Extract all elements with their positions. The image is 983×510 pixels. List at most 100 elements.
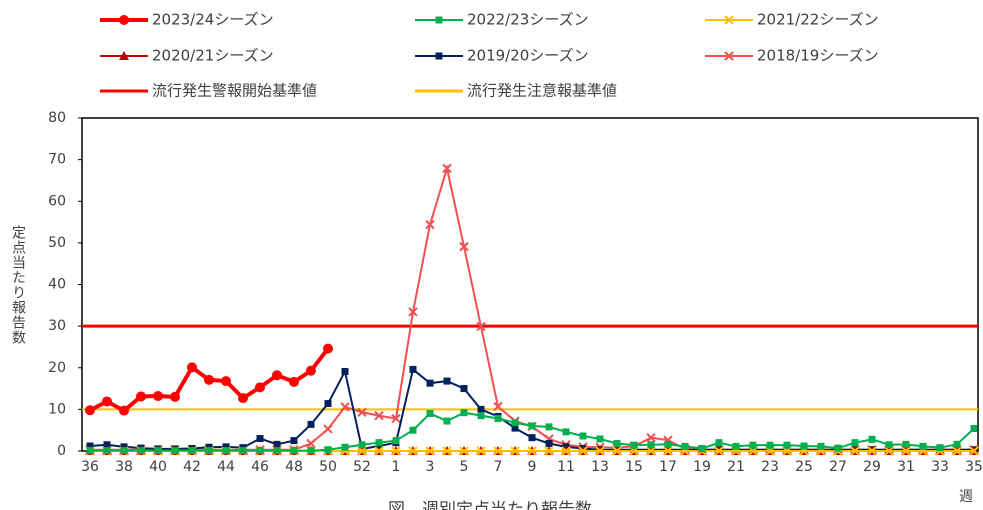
series-line <box>90 164 974 451</box>
x-tick-label: 5 <box>460 459 469 475</box>
x-tick-label: 48 <box>285 459 303 475</box>
legend-label: 2020/21シーズン <box>152 47 274 65</box>
data-point <box>256 447 264 455</box>
data-point <box>341 367 349 375</box>
data-point <box>408 446 418 456</box>
data-point <box>357 407 367 417</box>
data-point <box>204 374 214 385</box>
data-point <box>596 435 604 443</box>
data-point <box>103 447 111 455</box>
data-point <box>409 365 417 373</box>
data-point <box>527 446 537 456</box>
legend-item: 流行発生注意報基準値 <box>415 82 617 100</box>
data-point <box>425 446 435 456</box>
legend-label: 2023/24シーズン <box>152 11 274 29</box>
data-point <box>561 446 571 456</box>
y-tick-label: 80 <box>48 110 66 126</box>
data-point <box>187 362 197 373</box>
data-point <box>136 391 146 402</box>
data-point <box>850 446 860 456</box>
data-point <box>510 446 520 456</box>
data-point <box>528 422 536 430</box>
data-point <box>834 444 842 452</box>
x-tick-label: 52 <box>353 459 371 475</box>
legend-item: 2018/19シーズン <box>705 47 879 65</box>
data-point <box>766 441 774 449</box>
data-point <box>290 437 298 445</box>
data-point <box>919 442 927 450</box>
data-point <box>884 446 894 456</box>
legend-label: 流行発生注意報基準値 <box>467 82 617 100</box>
plot-area <box>81 117 979 452</box>
data-point <box>783 441 791 449</box>
x-tick-label: 29 <box>863 459 881 475</box>
x-tick-label: 19 <box>693 459 711 475</box>
data-point <box>477 412 485 420</box>
x-tick-label: 46 <box>251 459 269 475</box>
data-point <box>800 442 808 450</box>
data-point <box>511 419 519 427</box>
data-point <box>646 446 656 456</box>
data-point <box>153 391 163 402</box>
data-point <box>646 432 656 443</box>
data-point <box>289 376 299 387</box>
legend-label: 流行発生警報開始基準値 <box>152 82 317 100</box>
y-tick-label: 20 <box>48 360 66 376</box>
data-point <box>374 446 384 456</box>
data-point <box>936 444 944 452</box>
data-point <box>867 446 877 456</box>
data-point <box>443 417 451 425</box>
data-point <box>868 435 876 443</box>
data-point <box>494 415 502 423</box>
data-point <box>273 440 281 448</box>
data-point <box>612 446 622 456</box>
legend-label: 2021/22シーズン <box>757 11 879 29</box>
x-tick-label: 25 <box>795 459 813 475</box>
data-point <box>544 446 554 456</box>
data-point <box>205 447 213 455</box>
data-point <box>476 321 486 332</box>
data-point <box>493 446 503 456</box>
data-point <box>272 370 282 381</box>
data-point <box>545 423 553 431</box>
x-tick-label: 7 <box>494 459 503 475</box>
legend-marker <box>119 15 129 25</box>
data-point <box>290 447 298 455</box>
data-point <box>885 441 893 449</box>
legend-marker <box>435 52 443 60</box>
data-point <box>579 432 587 440</box>
data-point <box>969 446 979 456</box>
data-point <box>630 441 638 449</box>
data-point <box>442 163 452 174</box>
data-point <box>273 447 281 455</box>
data-point <box>255 382 265 393</box>
data-point <box>460 385 468 393</box>
data-point <box>732 442 740 450</box>
data-point <box>119 405 129 416</box>
data-point <box>460 409 468 417</box>
data-point <box>901 446 911 456</box>
x-tick-label: 23 <box>761 459 779 475</box>
data-point <box>374 410 384 421</box>
data-point <box>324 446 332 454</box>
caption: 図 週別定点当たり報告数 <box>388 500 592 510</box>
x-tick-label: 40 <box>149 459 167 475</box>
data-point <box>307 447 315 455</box>
x-tick-label: 13 <box>591 459 609 475</box>
data-point <box>681 442 689 450</box>
data-point <box>953 440 961 448</box>
legend-label: 2022/23シーズン <box>467 11 589 29</box>
legend-item: 2022/23シーズン <box>415 11 589 29</box>
data-point <box>341 443 349 451</box>
data-point <box>323 424 333 434</box>
data-point <box>408 307 418 317</box>
x-tick-label: 36 <box>81 459 99 475</box>
legend-item: 2023/24シーズン <box>100 11 274 29</box>
x-tick-label: 17 <box>659 459 677 475</box>
data-point <box>86 447 94 455</box>
x-tick-label: 50 <box>319 459 337 475</box>
legend-item: 2020/21シーズン <box>100 47 274 65</box>
data-point <box>306 365 316 376</box>
data-point <box>392 437 400 445</box>
